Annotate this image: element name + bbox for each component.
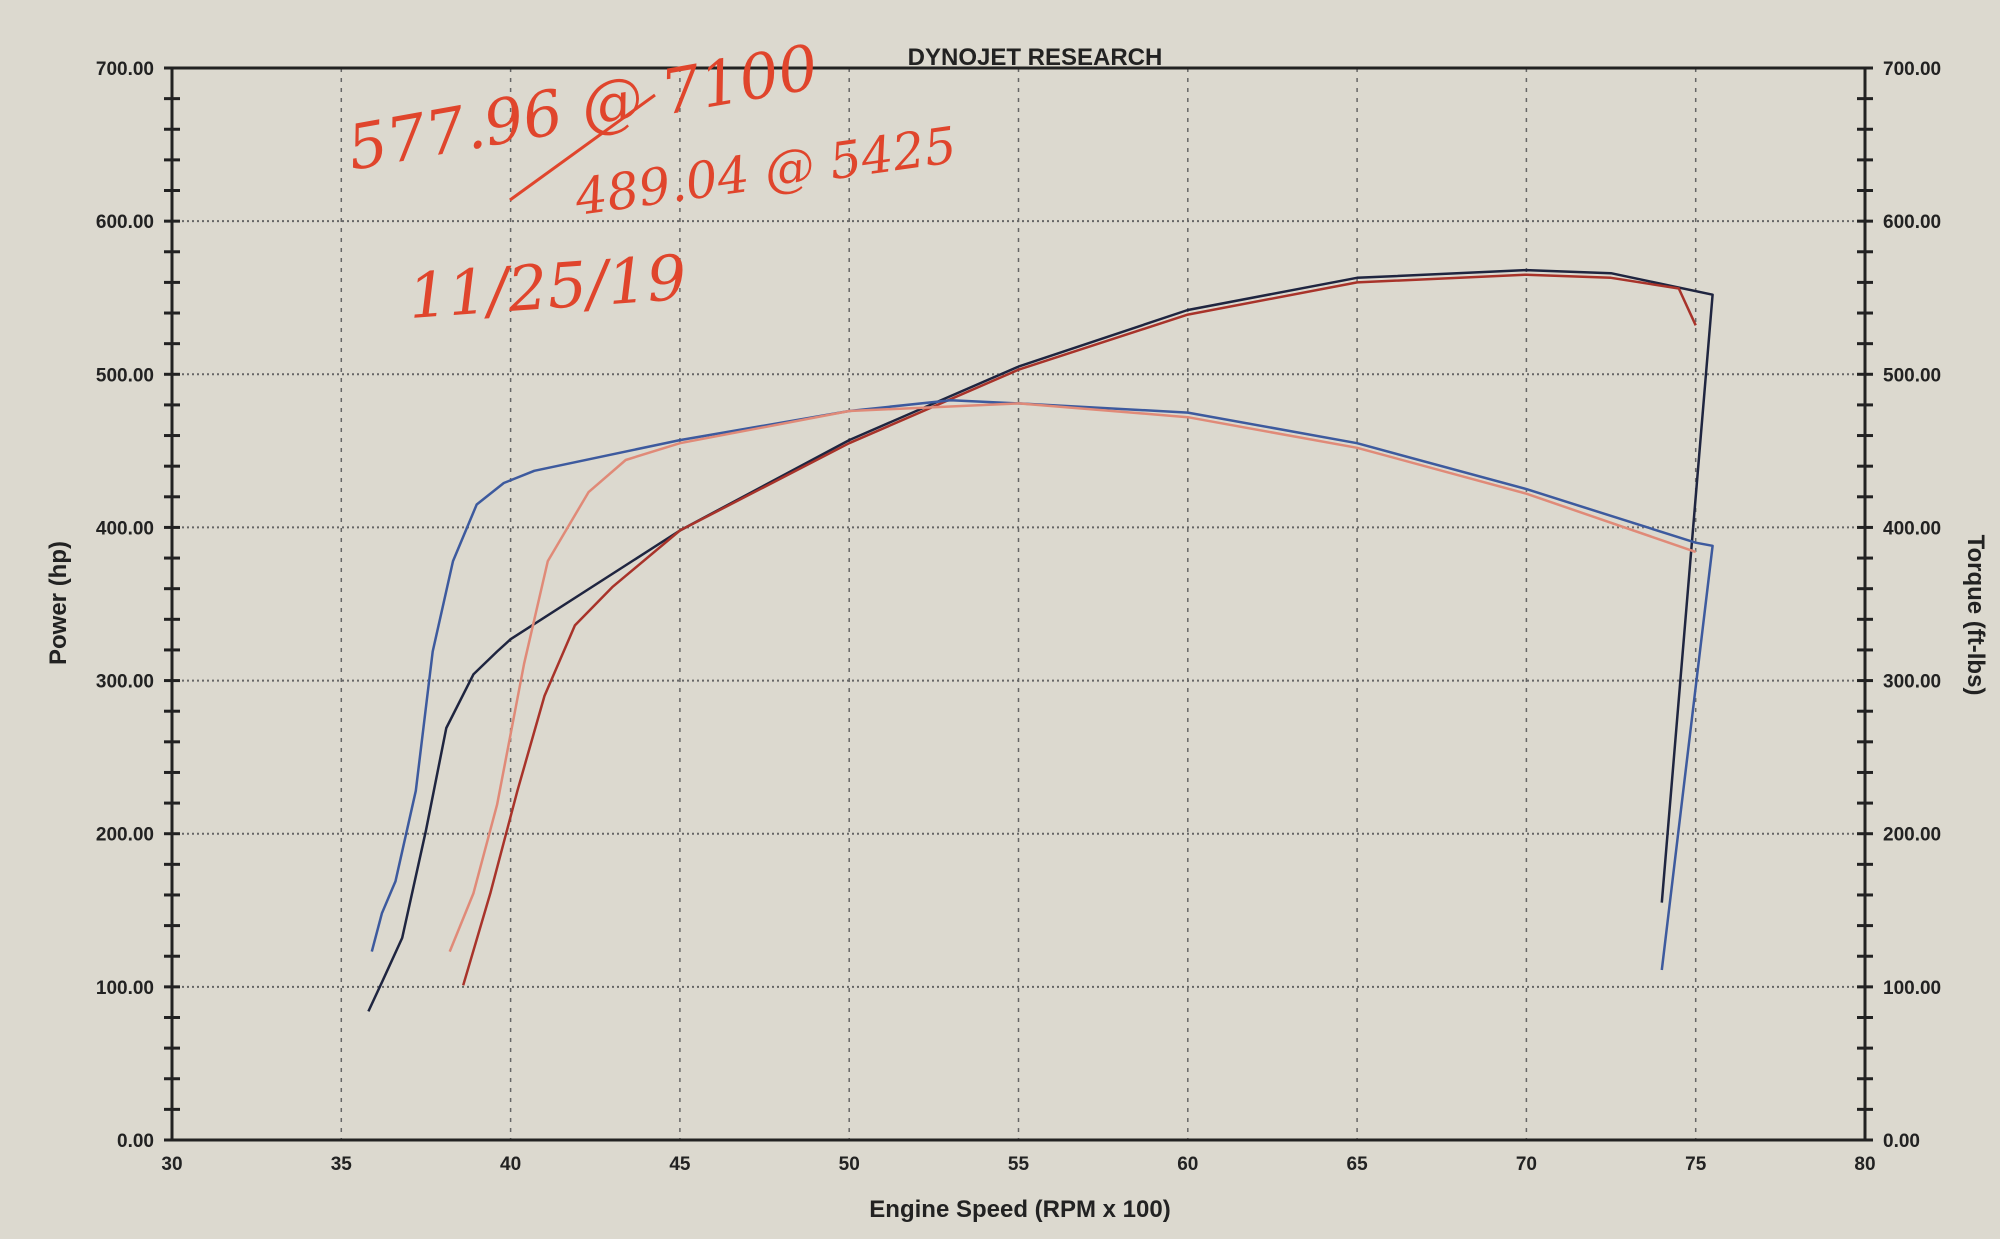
x-tick-label: 70 [1516, 1154, 1537, 1175]
y2-tick-label: 700.00 [1883, 59, 1941, 80]
grid [172, 68, 1865, 1140]
series-group [367, 268, 1714, 1012]
x-tick-label: 30 [161, 1154, 182, 1175]
axes: 30 35 40 45 50 55 60 65 70 75 80 0.00 0.00 100.00 100.… [96, 59, 1941, 1175]
x-tick-label: 35 [331, 1154, 353, 1175]
y-tick-label: 700.00 [96, 59, 154, 80]
y-tick-label: 200.00 [96, 825, 154, 846]
x-tick-label: 60 [1177, 1154, 1198, 1175]
y2-tick-label: 200.00 [1883, 825, 1941, 846]
series-line-torque-run-2 [448, 402, 1697, 953]
series-line-torque-run-1 [370, 399, 1714, 971]
handwritten-divider [509, 93, 656, 202]
y2-tick-label: 400.00 [1883, 518, 1941, 539]
x-tick-label: 50 [839, 1154, 860, 1175]
x-tick-label: 40 [500, 1154, 521, 1175]
series-line-power-run-2 [462, 273, 1697, 986]
y-tick-label: 600.00 [96, 212, 154, 233]
y-tick-label: 500.00 [96, 365, 154, 386]
y2-tick-label: 300.00 [1883, 672, 1941, 693]
y2-tick-label: 500.00 [1883, 365, 1941, 386]
y-tick-label: 100.00 [96, 978, 154, 999]
x-tick-label: 45 [669, 1154, 691, 1175]
y-tick-label: 0.00 [117, 1131, 154, 1152]
x-tick-label: 80 [1854, 1154, 1875, 1175]
x-axis-title: Engine Speed (RPM x 100) [869, 1196, 1170, 1223]
y-tick-label: 400.00 [96, 518, 154, 539]
y2-tick-label: 100.00 [1883, 978, 1941, 999]
y2-axis-title: Torque (ft-lbs) [1962, 535, 1989, 696]
x-tick-label: 75 [1685, 1154, 1707, 1175]
y2-tick-label: 600.00 [1883, 212, 1941, 233]
y-axis-title: Power (hp) [45, 541, 72, 665]
y2-tick-label: 0.00 [1883, 1131, 1920, 1152]
x-tick-label: 65 [1347, 1154, 1369, 1175]
chart-title: DYNOJET RESEARCH [908, 44, 1163, 71]
x-tick-label: 55 [1008, 1154, 1030, 1175]
y-tick-label: 300.00 [96, 672, 154, 693]
